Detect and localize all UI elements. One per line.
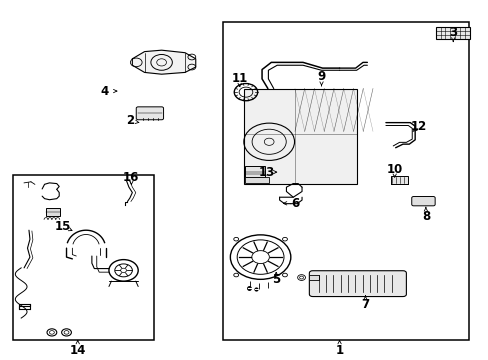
Bar xyxy=(245,166,264,177)
Text: 13: 13 xyxy=(258,166,274,179)
Bar xyxy=(245,177,268,183)
Text: 6: 6 xyxy=(291,197,299,210)
Text: 7: 7 xyxy=(361,298,369,311)
Text: 2: 2 xyxy=(125,114,134,127)
Text: 4: 4 xyxy=(100,85,108,98)
Text: 16: 16 xyxy=(123,171,139,184)
Bar xyxy=(222,22,468,339)
Text: 9: 9 xyxy=(317,70,325,83)
Text: 1: 1 xyxy=(335,344,343,357)
Text: 12: 12 xyxy=(410,121,427,134)
Bar xyxy=(244,89,356,184)
Bar xyxy=(13,175,154,339)
Bar xyxy=(390,176,407,184)
Text: 3: 3 xyxy=(448,26,456,39)
Text: 8: 8 xyxy=(421,210,429,223)
Text: 11: 11 xyxy=(231,72,247,85)
Bar xyxy=(435,27,469,39)
Polygon shape xyxy=(132,50,195,74)
Text: 5: 5 xyxy=(271,273,280,286)
Bar xyxy=(46,208,60,216)
FancyBboxPatch shape xyxy=(136,107,163,120)
Text: 14: 14 xyxy=(69,344,86,357)
FancyBboxPatch shape xyxy=(411,197,434,206)
FancyBboxPatch shape xyxy=(309,271,406,297)
Text: 15: 15 xyxy=(55,220,71,233)
Bar xyxy=(309,275,319,280)
Text: 10: 10 xyxy=(386,163,402,176)
